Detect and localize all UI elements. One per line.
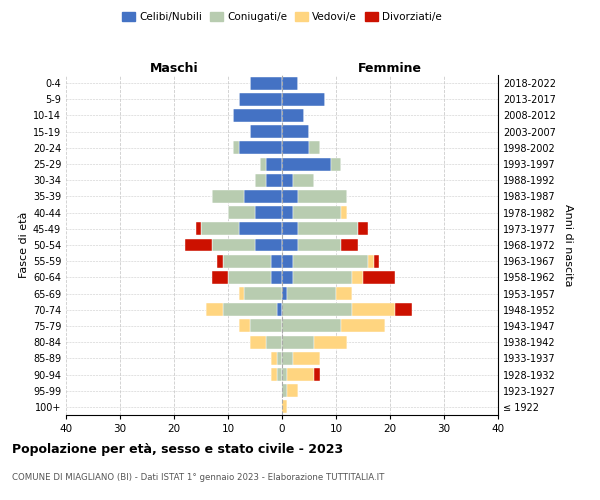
Bar (293, 254, 368, 268)
Bar (298, 238, 341, 252)
Bar (352, 271, 363, 284)
Bar (239, 287, 244, 300)
Bar (352, 304, 395, 316)
Bar (255, 238, 282, 252)
Bar (331, 158, 341, 170)
Bar (271, 254, 282, 268)
Bar (282, 109, 304, 122)
Bar (196, 222, 201, 235)
Bar (223, 304, 277, 316)
Bar (282, 271, 293, 284)
Bar (336, 287, 352, 300)
Legend: Celibi/Nubili, Coniugati/e, Vedovi/e, Divorziati/e: Celibi/Nubili, Coniugati/e, Vedovi/e, Di… (118, 8, 446, 26)
Bar (282, 384, 287, 397)
Bar (212, 271, 228, 284)
Bar (217, 254, 223, 268)
Bar (298, 190, 347, 203)
Bar (255, 174, 266, 186)
Bar (314, 368, 320, 381)
Bar (282, 320, 341, 332)
Bar (212, 238, 255, 252)
Bar (282, 174, 293, 186)
Bar (266, 158, 282, 170)
Bar (282, 400, 287, 413)
Bar (244, 190, 282, 203)
Bar (293, 352, 320, 365)
Bar (287, 287, 336, 300)
Bar (395, 304, 412, 316)
Bar (282, 287, 287, 300)
Bar (282, 368, 287, 381)
Bar (271, 368, 277, 381)
Bar (282, 158, 331, 170)
Bar (244, 287, 282, 300)
Bar (363, 271, 395, 284)
Bar (250, 125, 282, 138)
Bar (341, 206, 347, 219)
Bar (287, 368, 314, 381)
Bar (239, 142, 282, 154)
Bar (282, 93, 325, 106)
Bar (250, 76, 282, 90)
Bar (239, 222, 282, 235)
Text: Maschi: Maschi (149, 62, 199, 75)
Text: Femmine: Femmine (358, 62, 422, 75)
Text: COMUNE DI MIAGLIANO (BI) - Dati ISTAT 1° gennaio 2023 - Elaborazione TUTTITALIA.: COMUNE DI MIAGLIANO (BI) - Dati ISTAT 1°… (12, 472, 385, 482)
Bar (282, 222, 298, 235)
Bar (266, 336, 282, 348)
Bar (282, 206, 293, 219)
Bar (282, 125, 309, 138)
Bar (282, 238, 298, 252)
Bar (212, 190, 244, 203)
Bar (341, 320, 385, 332)
Bar (233, 109, 282, 122)
Bar (293, 271, 352, 284)
Bar (298, 222, 358, 235)
Bar (293, 174, 314, 186)
Bar (374, 254, 379, 268)
Bar (293, 206, 341, 219)
Bar (228, 271, 271, 284)
Bar (277, 352, 282, 365)
Bar (206, 304, 223, 316)
Bar (201, 222, 239, 235)
Bar (341, 238, 358, 252)
Bar (223, 254, 271, 268)
Bar (287, 384, 298, 397)
Bar (271, 352, 277, 365)
Text: Popolazione per età, sesso e stato civile - 2023: Popolazione per età, sesso e stato civil… (12, 442, 343, 456)
Bar (250, 320, 282, 332)
Bar (239, 93, 282, 106)
Bar (277, 368, 282, 381)
Bar (282, 352, 293, 365)
Bar (282, 142, 309, 154)
Bar (228, 206, 255, 219)
Bar (282, 190, 298, 203)
Bar (271, 271, 282, 284)
Bar (255, 206, 282, 219)
Bar (368, 254, 374, 268)
Bar (277, 304, 282, 316)
Bar (282, 76, 298, 90)
Bar (282, 304, 352, 316)
Bar (266, 174, 282, 186)
Bar (309, 142, 320, 154)
Bar (358, 222, 368, 235)
Y-axis label: Anni di nascita: Anni di nascita (563, 204, 572, 286)
Bar (282, 254, 293, 268)
Bar (233, 142, 239, 154)
Y-axis label: Fasce di età: Fasce di età (19, 212, 29, 278)
Bar (260, 158, 266, 170)
Bar (314, 336, 347, 348)
Bar (250, 336, 266, 348)
Bar (239, 320, 250, 332)
Bar (185, 238, 212, 252)
Bar (282, 336, 314, 348)
